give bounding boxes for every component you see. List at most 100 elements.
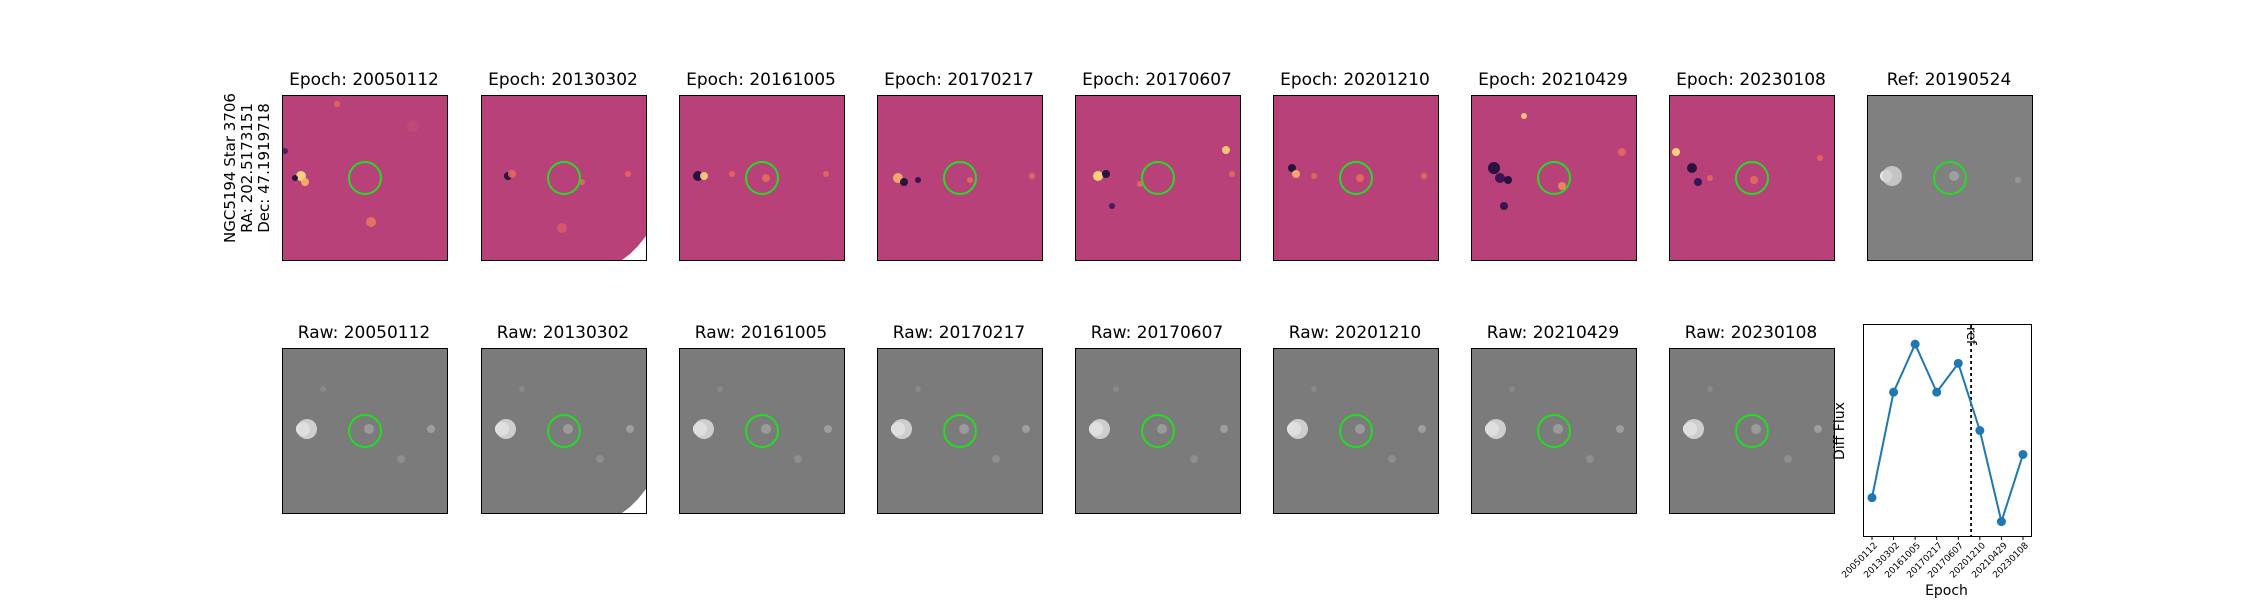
image-feature [1102,170,1110,178]
reference-panel-title: Ref: 20190524 [1886,70,2012,90]
image-feature [407,120,419,132]
image-feature [900,178,908,186]
raw-image [282,348,448,514]
image-feature [1288,419,1308,439]
raw-image-texture [891,386,1030,463]
star-info-label: NGC5194 Star 3706 RA: 202.5173151 Dec: 4… [221,88,273,248]
difference-image [679,95,845,261]
image-feature [596,455,604,463]
image-mask-corner [622,236,646,260]
image-feature [397,455,405,463]
image-feature [1288,164,1296,172]
star-dec: Dec: 47.1919718 [255,103,273,233]
image-feature [519,386,525,392]
image-feature [1222,146,1230,154]
lightcurve-panel: ref [1863,324,2032,540]
image-feature [1504,176,1512,184]
difference-image [877,95,1043,261]
image-feature [915,177,921,183]
aperture-circle [745,414,779,448]
raw-image [877,348,1043,514]
aperture-circle [1141,161,1175,195]
raw-image [1669,348,1835,514]
difference-panel-title: Epoch: 20170607 [1082,70,1232,90]
aperture-circle [1537,161,1571,195]
difference-panel-title: Epoch: 20161005 [686,70,836,90]
aperture-circle [348,414,382,448]
difference-image [1669,95,1835,261]
raw-panel-title: Raw: 20170217 [892,323,1026,343]
image-feature [1521,113,1527,119]
raw-panel-title: Raw: 20050112 [297,323,431,343]
image-feature [427,425,435,433]
lightcurve-point [2018,449,2028,459]
image-feature [496,419,516,439]
aperture-circle [745,161,779,195]
difference-image [1471,95,1637,261]
image-feature [1113,386,1119,392]
image-feature [1090,419,1110,439]
image-feature [1817,155,1823,161]
difference-image-texture [893,173,1035,186]
image-feature [334,101,340,107]
image-feature [992,455,1000,463]
image-feature [1687,163,1697,173]
image-feature [1694,178,1702,186]
image-feature [2015,177,2021,183]
image-feature [1684,419,1704,439]
lightcurve-xlabel: Epoch [1925,583,1968,599]
image-feature [1882,166,1902,186]
raw-image [1273,348,1439,514]
star-name: NGC5194 Star 3706 [221,93,239,243]
image-feature [892,419,912,439]
image-feature [1190,455,1198,463]
image-feature [366,217,376,227]
image-feature [1509,386,1515,392]
image-feature [794,455,802,463]
image-feature [626,425,634,433]
difference-panel-title: Epoch: 20050112 [289,70,439,90]
raw-panel-title: Raw: 20230108 [1684,323,1818,343]
lightcurve-ylabel: Diff Flux [1832,402,1848,460]
image-feature [1229,171,1235,177]
lightcurve-plot: ref [1867,325,2028,540]
image-feature [823,171,829,177]
image-feature [1707,175,1713,181]
image-feature [1814,425,1822,433]
image-feature [694,419,714,439]
lightcurve-line [1871,341,2024,526]
difference-image [1075,95,1241,261]
image-feature [729,171,735,177]
lightcurve-point [1932,387,1942,397]
star-ra: RA: 202.5173151 [238,103,256,233]
difference-image [481,95,647,261]
image-feature [1784,455,1792,463]
image-feature [1672,148,1680,156]
raw-panel-title: Raw: 20161005 [694,323,828,343]
image-feature [1029,173,1035,179]
aperture-circle [348,161,382,195]
aperture-circle [1339,414,1373,448]
image-feature [557,223,567,233]
image-feature [1586,455,1594,463]
aperture-circle [1735,414,1769,448]
difference-image-texture [283,101,419,227]
image-feature [301,178,309,186]
image-feature [700,172,708,180]
reference-epoch-label: ref [1963,327,1978,345]
image-feature [1311,386,1317,392]
difference-panel-title: Epoch: 20210429 [1478,70,1628,90]
image-feature [1495,173,1505,183]
image-feature [297,419,317,439]
aperture-circle [1141,414,1175,448]
reference-image-texture [1880,166,2021,186]
image-feature [1618,148,1626,156]
raw-image [481,348,647,514]
difference-panel-title: Epoch: 20230108 [1676,70,1826,90]
image-feature [1500,202,1508,210]
aperture-circle [1537,414,1571,448]
aperture-circle [943,414,977,448]
aperture-circle [1339,161,1373,195]
raw-image-texture [1089,386,1228,463]
image-feature [1421,173,1427,179]
